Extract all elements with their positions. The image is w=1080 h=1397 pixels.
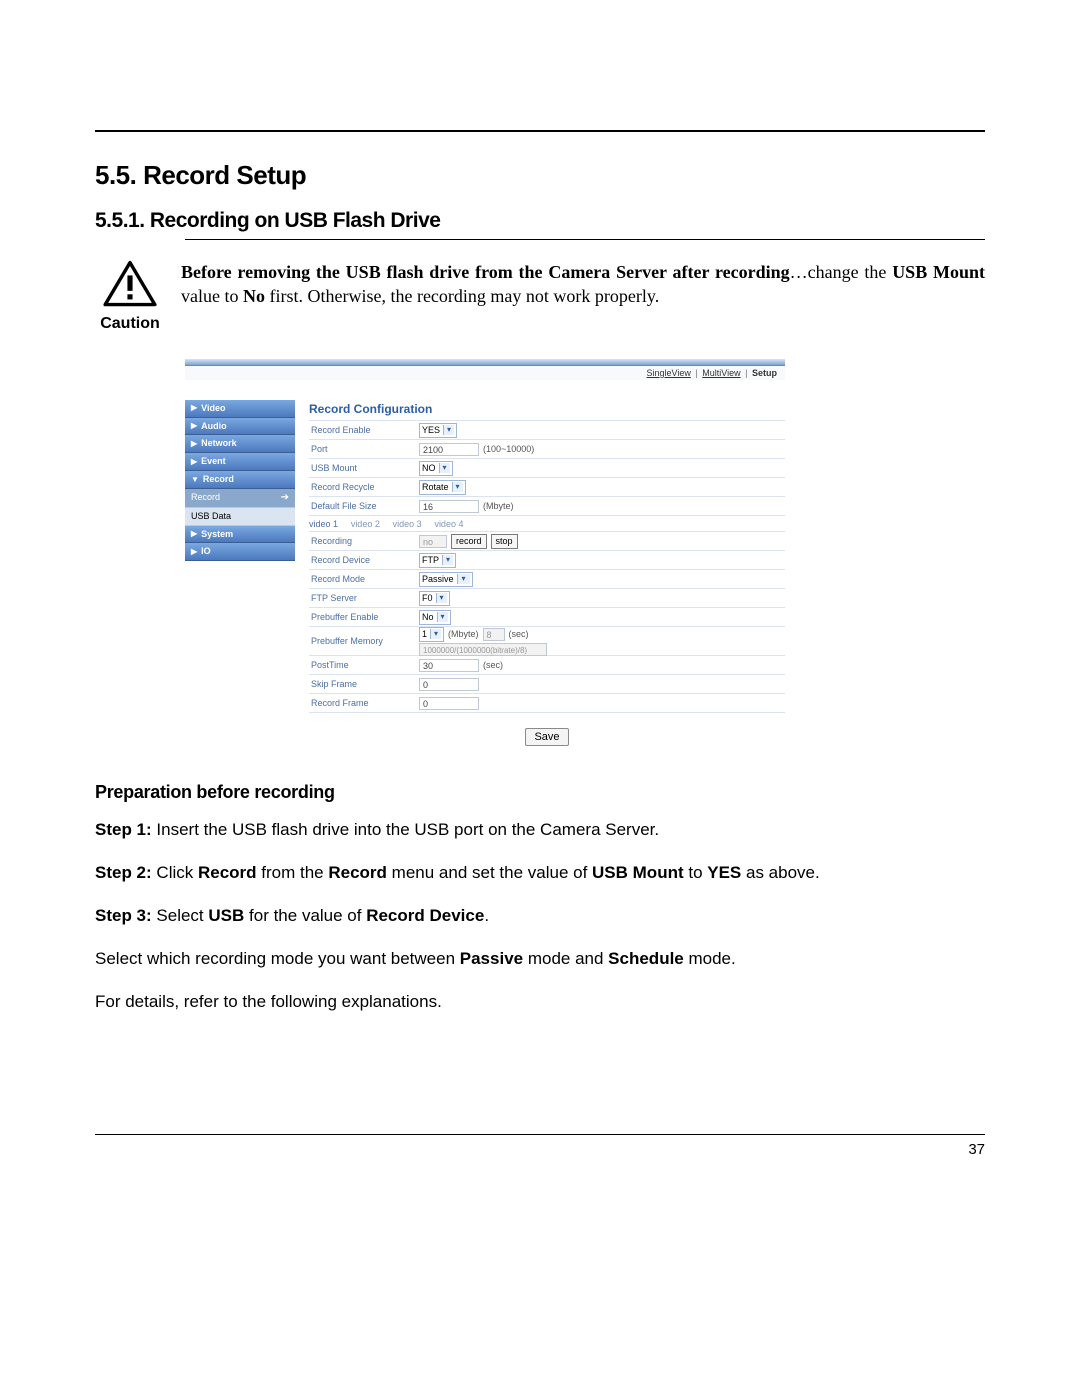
record-mode-select[interactable]: Passive▾ xyxy=(419,572,473,587)
usb-mount-select[interactable]: NO▾ xyxy=(419,461,453,476)
sidebar-sub-usbdata[interactable]: USB Data xyxy=(185,508,295,526)
recording-status: no xyxy=(419,535,447,548)
port-input[interactable]: 2100 xyxy=(419,443,479,456)
page-number: 37 xyxy=(95,1141,985,1158)
step-2: Step 2: Click Record from the Record men… xyxy=(95,862,985,885)
step-1: Step 1: Insert the USB flash drive into … xyxy=(95,819,985,842)
subsection-heading: 5.5.1. Recording on USB Flash Drive xyxy=(95,209,985,233)
record-recycle-select[interactable]: Rotate▾ xyxy=(419,480,466,495)
save-button[interactable]: Save xyxy=(525,728,568,746)
prebuffer-enable-select[interactable]: No▾ xyxy=(419,610,451,625)
record-device-select[interactable]: FTP▾ xyxy=(419,553,456,568)
config-form: Record Configuration Record Enable YES▾ … xyxy=(295,400,785,749)
tab-video4[interactable]: video 4 xyxy=(434,519,463,529)
sidebar-item-event[interactable]: ▶Event xyxy=(185,453,295,471)
ftp-server-select[interactable]: F0▾ xyxy=(419,591,450,606)
chevron-right-icon: ▶ xyxy=(191,529,197,539)
filesize-input[interactable]: 16 xyxy=(419,500,479,513)
stop-button[interactable]: stop xyxy=(491,534,518,549)
skipframe-input[interactable]: 0 xyxy=(419,678,479,691)
nav-singleview[interactable]: SingleView xyxy=(647,368,691,378)
chevron-right-icon: ▶ xyxy=(191,439,197,449)
chevron-right-icon: ▶ xyxy=(191,421,197,431)
tab-video3[interactable]: video 3 xyxy=(393,519,422,529)
sidebar: ▶Video ▶Audio ▶Network ▶Event ▼Record Re… xyxy=(185,400,295,749)
recordframe-input[interactable]: 0 xyxy=(419,697,479,710)
chevron-down-icon: ▼ xyxy=(191,475,199,485)
details-line: For details, refer to the following expl… xyxy=(95,991,985,1014)
prebuffer-formula: 1000000/(1000000(bitrate)/8) xyxy=(419,643,547,656)
sidebar-item-network[interactable]: ▶Network xyxy=(185,435,295,453)
caution-text: Before removing the USB flash drive from… xyxy=(181,260,985,309)
section-heading: 5.5. Record Setup xyxy=(95,160,985,191)
nav-setup: Setup xyxy=(752,368,777,378)
top-rule xyxy=(95,130,985,132)
subsection-rule xyxy=(185,239,985,240)
sidebar-item-system[interactable]: ▶System xyxy=(185,526,295,544)
nav-multiview[interactable]: MultiView xyxy=(702,368,740,378)
caution-icon-block: Caution xyxy=(95,260,165,333)
form-title: Record Configuration xyxy=(309,400,785,420)
tab-video1[interactable]: video 1 xyxy=(309,519,338,529)
sidebar-item-io[interactable]: ▶IO xyxy=(185,543,295,561)
chevron-right-icon: ▶ xyxy=(191,547,197,557)
config-screenshot: SingleView | MultiView | Setup ▶Video ▶A… xyxy=(185,359,785,748)
prep-heading: Preparation before recording xyxy=(95,782,985,803)
prebuffer-mb-select[interactable]: 1▾ xyxy=(419,627,444,642)
warning-icon xyxy=(102,260,158,308)
chevron-right-icon: ▶ xyxy=(191,403,197,413)
video-tabs: video 1 video 2 video 3 video 4 xyxy=(309,515,785,531)
sidebar-item-record[interactable]: ▼Record xyxy=(185,471,295,489)
tab-video2[interactable]: video 2 xyxy=(351,519,380,529)
posttime-input[interactable]: 30 xyxy=(419,659,479,672)
nav-links: SingleView | MultiView | Setup xyxy=(185,366,785,380)
mode-line: Select which recording mode you want bet… xyxy=(95,948,985,971)
sidebar-item-audio[interactable]: ▶Audio xyxy=(185,418,295,436)
record-enable-select[interactable]: YES▾ xyxy=(419,423,457,438)
nav-gradient-bar xyxy=(185,359,785,366)
record-button[interactable]: record xyxy=(451,534,487,549)
bottom-rule xyxy=(95,1134,985,1135)
prebuffer-sec: 8 xyxy=(483,628,505,641)
sidebar-sub-record[interactable]: Record➔ xyxy=(185,489,295,508)
chevron-right-icon: ▶ xyxy=(191,457,197,467)
step-3: Step 3: Select USB for the value of Reco… xyxy=(95,905,985,928)
caution-label: Caution xyxy=(95,315,165,333)
sidebar-item-video[interactable]: ▶Video xyxy=(185,400,295,418)
